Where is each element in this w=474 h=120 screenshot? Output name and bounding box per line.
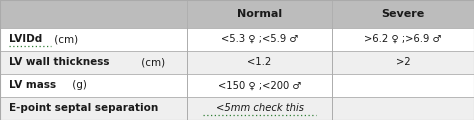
Bar bbox=[187, 74, 332, 97]
Text: (cm): (cm) bbox=[52, 34, 79, 44]
Bar bbox=[332, 28, 474, 51]
Text: (cm): (cm) bbox=[138, 57, 165, 67]
Text: >2: >2 bbox=[396, 57, 410, 67]
Text: E-point septal separation: E-point septal separation bbox=[9, 103, 158, 113]
Text: LV mass: LV mass bbox=[9, 80, 55, 90]
Bar bbox=[332, 74, 474, 97]
Bar bbox=[0, 74, 187, 97]
Text: Severe: Severe bbox=[381, 9, 425, 19]
Bar bbox=[0, 28, 187, 51]
Bar bbox=[187, 28, 332, 51]
Text: <5.3 ♀ ;<5.9 ♂: <5.3 ♀ ;<5.9 ♂ bbox=[221, 34, 298, 44]
Bar bbox=[0, 97, 187, 120]
Text: <5mm check this: <5mm check this bbox=[216, 103, 303, 113]
Bar bbox=[332, 97, 474, 120]
Bar bbox=[332, 51, 474, 74]
Text: LV wall thickness: LV wall thickness bbox=[9, 57, 109, 67]
Text: Normal: Normal bbox=[237, 9, 282, 19]
Text: >6.2 ♀ ;>6.9 ♂: >6.2 ♀ ;>6.9 ♂ bbox=[364, 34, 442, 44]
Bar bbox=[187, 51, 332, 74]
Bar bbox=[187, 97, 332, 120]
Text: LVIDd: LVIDd bbox=[9, 34, 42, 44]
Text: (g): (g) bbox=[69, 80, 87, 90]
Text: <1.2: <1.2 bbox=[247, 57, 272, 67]
Text: LVIDd: LVIDd bbox=[9, 34, 42, 44]
Bar bbox=[0, 51, 187, 74]
Text: <150 ♀ ;<200 ♂: <150 ♀ ;<200 ♂ bbox=[218, 80, 301, 90]
Bar bbox=[0, 0, 474, 28]
